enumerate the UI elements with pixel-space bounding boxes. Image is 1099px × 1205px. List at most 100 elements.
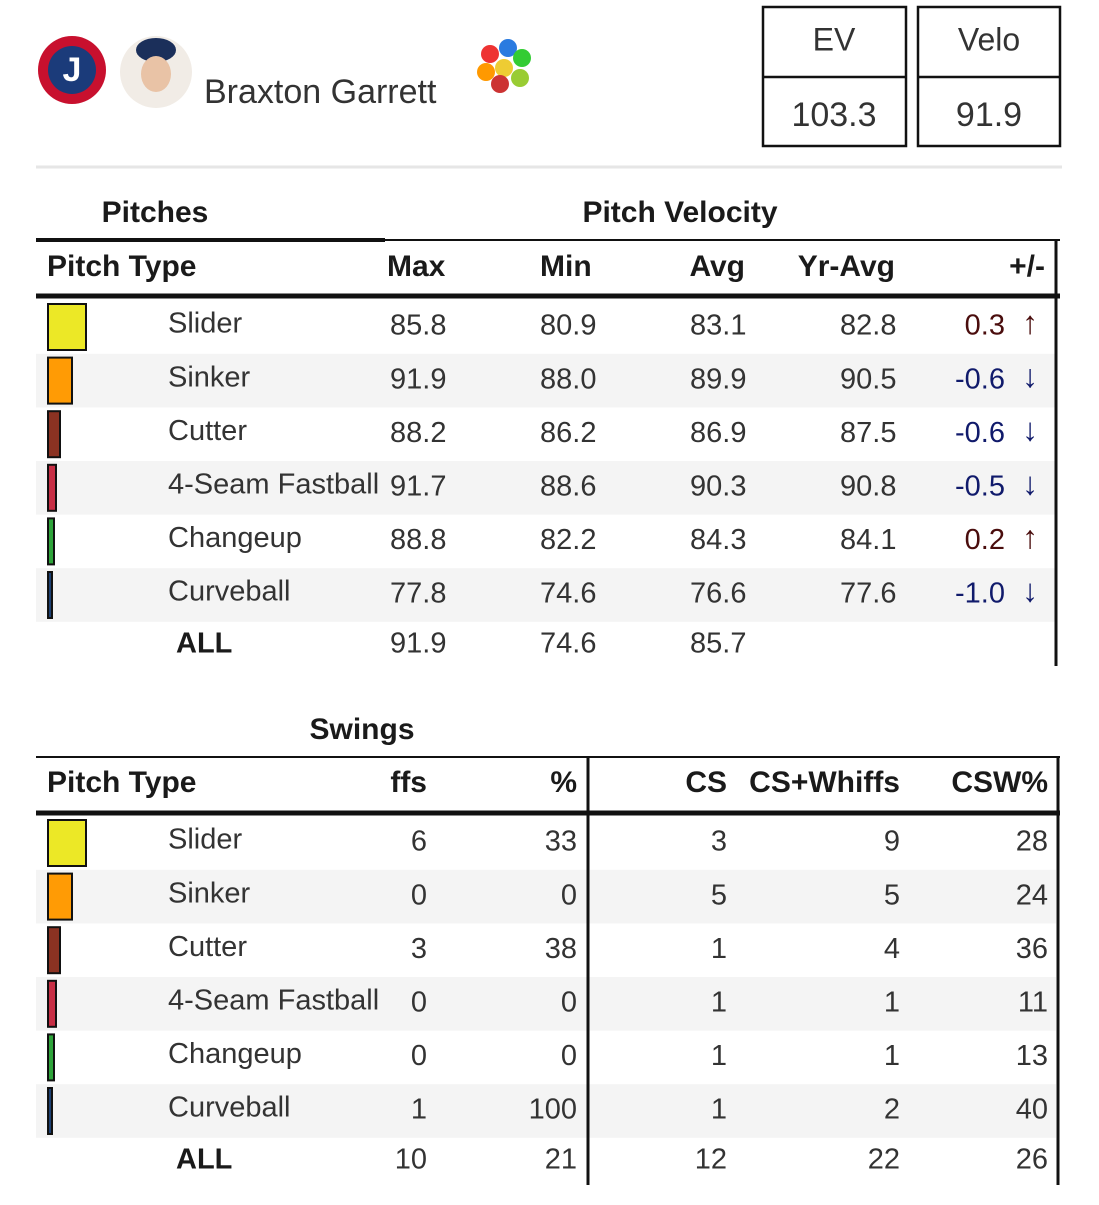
- cell: 1: [711, 933, 727, 965]
- column-header: Min: [540, 250, 592, 283]
- cell: 9: [884, 826, 900, 858]
- cell: 2: [884, 1094, 900, 1126]
- column-header: Yr-Avg: [798, 250, 895, 283]
- diff: -0.5: [955, 470, 1005, 502]
- row-band: [36, 568, 1056, 622]
- column-header: %: [550, 766, 577, 799]
- column-header: Max: [387, 250, 446, 283]
- pitch-name: Changeup: [168, 522, 302, 554]
- all-label: ALL: [176, 627, 232, 659]
- cell: 1: [884, 1040, 900, 1072]
- pitch-name: Sinker: [168, 877, 251, 909]
- row-band: [36, 461, 1056, 515]
- cell: 28: [1016, 826, 1048, 858]
- diff: 0.3: [965, 310, 1005, 342]
- pitch-swatch: [47, 1087, 53, 1135]
- cell: 33: [545, 826, 577, 858]
- cell: 3: [411, 933, 427, 965]
- trend-arrow: ↓: [1022, 465, 1038, 501]
- trend-arrow: ↓: [1022, 358, 1038, 394]
- trend-arrow: ↓: [1022, 412, 1038, 448]
- pitch-name: Cutter: [168, 415, 247, 447]
- pitch-name: Curveball: [168, 576, 291, 608]
- cell: 91.9: [390, 363, 446, 395]
- pitch-swatch: [47, 1033, 55, 1082]
- player-name: Braxton Garrett: [204, 73, 437, 111]
- pitch-swatch: [47, 979, 57, 1028]
- cell: 1: [411, 1094, 427, 1126]
- cell: 40: [1016, 1094, 1048, 1126]
- ev-value: 103.3: [791, 96, 876, 134]
- cell: 80.9: [540, 310, 596, 342]
- row-band: [36, 977, 1056, 1031]
- cell: 87.5: [840, 417, 896, 449]
- cell: 88.8: [390, 524, 446, 556]
- cell: 89.9: [690, 363, 746, 395]
- cell: 13: [1016, 1040, 1048, 1072]
- cell: 26: [1016, 1143, 1048, 1175]
- cell: 0: [411, 1040, 427, 1072]
- row-band: [36, 869, 1056, 924]
- cell: 0: [561, 1040, 577, 1072]
- pitch-name: Changeup: [168, 1038, 302, 1070]
- column-header: Pitch Type: [47, 250, 196, 283]
- cell: 0: [411, 879, 427, 911]
- cell: 3: [711, 826, 727, 858]
- cell: 82.2: [540, 524, 596, 556]
- cell: 82.8: [840, 310, 896, 342]
- cell: 77.8: [390, 578, 446, 610]
- cell: 88.0: [540, 363, 596, 395]
- ev-label: EV: [813, 21, 856, 57]
- pitch-swatch: [47, 819, 87, 867]
- team-logo: J: [38, 36, 106, 104]
- cell: 88.2: [390, 417, 446, 449]
- pitch-name: Cutter: [168, 931, 247, 963]
- trend-arrow: ↑: [1022, 304, 1038, 340]
- trend-arrow: ↓: [1022, 572, 1038, 608]
- all-label: ALL: [176, 1143, 232, 1175]
- cell: 86.2: [540, 417, 596, 449]
- group-header: Swings: [309, 713, 414, 746]
- group-header: Pitch Velocity: [582, 196, 777, 229]
- cell: 6: [411, 826, 427, 858]
- cell: 90.5: [840, 363, 896, 395]
- column-header: Avg: [689, 250, 745, 283]
- cell: 24: [1016, 879, 1048, 911]
- cell: 84.3: [690, 524, 746, 556]
- pitch-name: 4-Seam Fastball: [168, 984, 379, 1016]
- velo-value: 91.9: [956, 96, 1022, 134]
- cell: 83.1: [690, 310, 746, 342]
- velo-label: Velo: [958, 21, 1020, 57]
- pitch-name: Sinker: [168, 361, 251, 393]
- cell: 21: [545, 1143, 577, 1175]
- cell: 84.1: [840, 524, 896, 556]
- cell: 5: [884, 879, 900, 911]
- pitch-swatch: [47, 571, 53, 619]
- pitch-swatch: [47, 356, 73, 405]
- cell: 1: [711, 1040, 727, 1072]
- group-header: Pitches: [102, 196, 209, 229]
- svg-text:J: J: [63, 51, 82, 89]
- pitch-swatch: [47, 926, 61, 975]
- diff: 0.2: [965, 524, 1005, 556]
- column-header: CS: [685, 766, 727, 799]
- row-band: [36, 1084, 1056, 1138]
- column-header: ffs: [390, 766, 427, 799]
- pitch-swatch: [47, 410, 61, 459]
- pitch-swatch: [47, 872, 73, 921]
- diff: -0.6: [955, 363, 1005, 395]
- column-header: Pitch Type: [47, 766, 196, 799]
- pitch-name: Curveball: [168, 1092, 291, 1124]
- cell: 10: [395, 1143, 427, 1175]
- color-dots: [477, 39, 531, 93]
- cell: 100: [529, 1094, 577, 1126]
- trend-arrow: ↑: [1022, 519, 1038, 555]
- pitch-name: Slider: [168, 308, 242, 340]
- cell: 85.7: [690, 627, 746, 659]
- cell: 1: [711, 1094, 727, 1126]
- cell: 36: [1016, 933, 1048, 965]
- cell: 1: [884, 986, 900, 1018]
- cell: 74.6: [540, 578, 596, 610]
- pitch-swatch: [47, 517, 55, 566]
- cell: 90.3: [690, 470, 746, 502]
